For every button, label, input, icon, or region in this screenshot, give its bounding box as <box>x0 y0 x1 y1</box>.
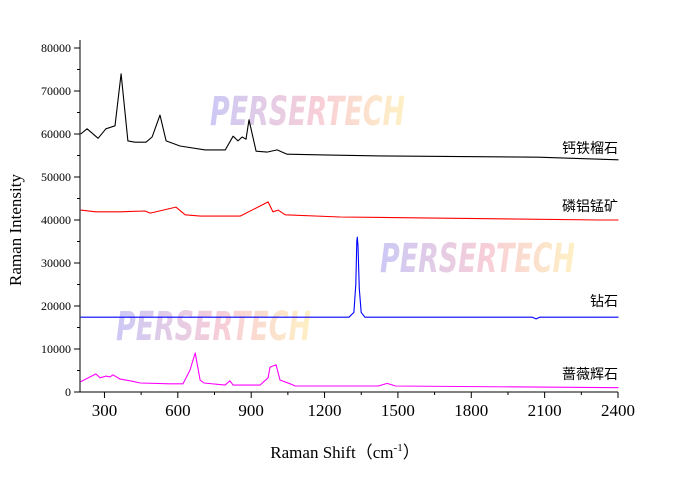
x-tick-label: 2400 <box>601 401 635 420</box>
y-tick-label: 0 <box>65 385 71 399</box>
x-tick-label: 900 <box>238 401 264 420</box>
y-axis-label: Raman Intensity <box>6 174 25 286</box>
x-tick-label: 300 <box>92 401 118 420</box>
x-axis-label-main: Raman Shift（cm <box>270 443 393 462</box>
series-line-4 <box>80 352 619 389</box>
series-line-2 <box>80 201 619 221</box>
y-tick-label: 70000 <box>41 84 71 98</box>
series-label-4: 蔷薇辉石 <box>562 367 618 383</box>
x-tick-label: 1500 <box>381 401 415 420</box>
x-tick-label: 1200 <box>308 401 342 420</box>
series-label-2: 磷铝锰矿 <box>562 199 618 215</box>
watermark-logo: PERSERTECH <box>210 89 405 135</box>
watermark-logo: PERSERTECH <box>116 304 311 350</box>
x-axis-label-tail: ） <box>403 443 420 462</box>
axes: 0 10000 20000 30000 40000 50000 60000 70000 8000… <box>41 40 635 420</box>
x-tick-label: 1800 <box>454 401 488 420</box>
watermarks: PERSERTECH PERSERTECH PERSERTECH <box>116 89 575 350</box>
x-axis-label-sup: -1 <box>394 442 403 454</box>
y-tick-label: 20000 <box>41 299 71 313</box>
y-tick-label: 30000 <box>41 256 71 270</box>
x-tick-label: 600 <box>165 401 191 420</box>
y-tick-label: 40000 <box>41 213 71 227</box>
y-tick-label: 10000 <box>41 342 71 356</box>
x-axis-label: Raman Shift（cm-1） <box>270 442 419 462</box>
series-label-1: 钙铁榴石 <box>562 141 618 157</box>
series-label-3: 钻石 <box>590 294 618 310</box>
x-tick-label: 2100 <box>528 401 562 420</box>
watermark-logo: PERSERTECH <box>380 236 575 282</box>
y-tick-label: 60000 <box>41 127 71 141</box>
series-line-3 <box>80 236 619 320</box>
y-tick-label: 50000 <box>41 170 71 184</box>
series-line-1 <box>80 73 619 161</box>
y-tick-label: 80000 <box>41 41 71 55</box>
